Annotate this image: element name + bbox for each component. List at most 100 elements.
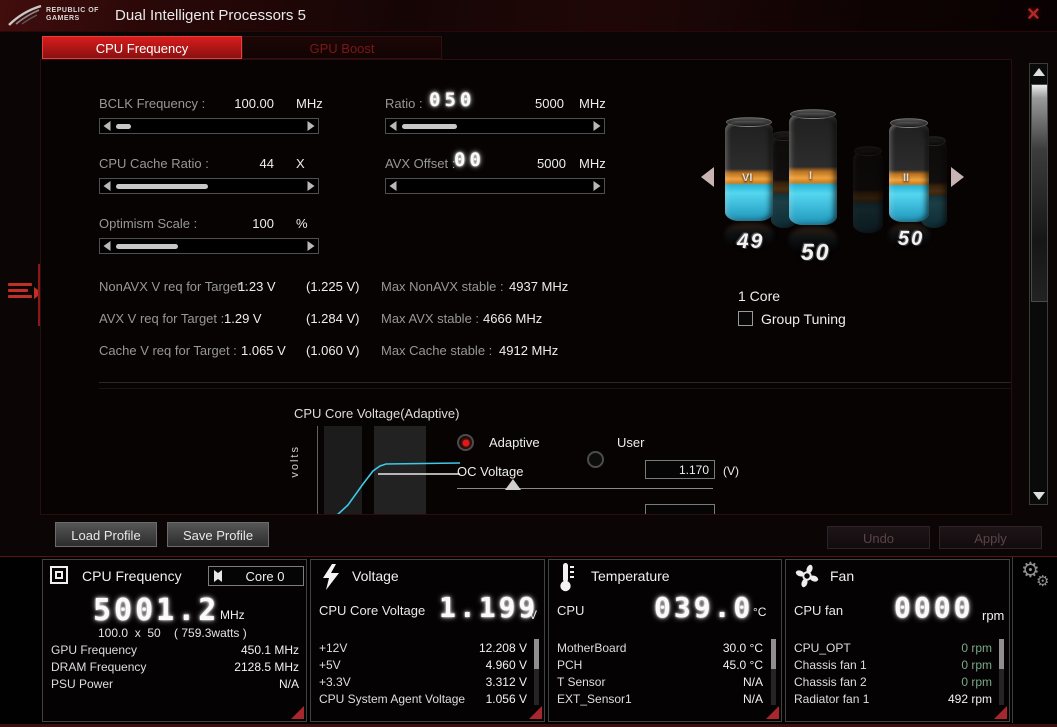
panel-resize-handle[interactable] bbox=[529, 706, 542, 719]
app-title: Dual Intelligent Processors 5 bbox=[115, 7, 306, 24]
ratio-slider-right-arrow-icon[interactable] bbox=[590, 119, 604, 133]
avx-offset-slider[interactable] bbox=[385, 178, 605, 194]
panel-resize-handle[interactable] bbox=[291, 706, 304, 719]
avx-slider-right-arrow-icon[interactable] bbox=[590, 179, 604, 193]
ratio-slider[interactable] bbox=[385, 118, 605, 134]
status-row: +5V 4.960 V bbox=[319, 658, 527, 672]
ratio-label: Ratio : bbox=[385, 96, 423, 111]
cpu-chip-icon bbox=[50, 566, 68, 584]
panel-resize-handle[interactable] bbox=[766, 706, 779, 719]
avx-slider-left-arrow-icon[interactable] bbox=[386, 179, 400, 193]
ratio-slider-left-arrow-icon[interactable] bbox=[386, 119, 400, 133]
max-cache-label: Max Cache stable : bbox=[381, 343, 493, 358]
max-cache-value: 4912 MHz bbox=[499, 343, 559, 358]
status-row: EXT_Sensor1 N/A bbox=[557, 692, 763, 706]
oc-voltage-slider-rail[interactable] bbox=[457, 488, 713, 489]
panel-mini-scrollbar[interactable] bbox=[999, 639, 1004, 705]
scroll-down-icon[interactable] bbox=[1030, 488, 1047, 504]
core-freq-label: 50 bbox=[801, 239, 831, 265]
apply-button[interactable]: Apply bbox=[939, 526, 1042, 549]
voltage-unit: V bbox=[529, 608, 538, 622]
group-tuning-checkbox[interactable] bbox=[738, 311, 753, 326]
save-profile-button[interactable]: Save Profile bbox=[167, 522, 269, 547]
cache-req-alt-value: (1.060 V) bbox=[306, 343, 360, 358]
tab-gpu-boost[interactable]: GPU Boost bbox=[242, 36, 442, 59]
scroll-up-icon[interactable] bbox=[1030, 64, 1047, 80]
bclk-slider-left-arrow-icon[interactable] bbox=[100, 119, 114, 133]
bclk-slider-right-arrow-icon[interactable] bbox=[304, 119, 318, 133]
panel-mini-scrollbar[interactable] bbox=[534, 639, 539, 705]
oc-voltage-input[interactable] bbox=[645, 460, 715, 479]
statusbar-right-divider bbox=[1012, 557, 1013, 723]
avx-slider-track[interactable] bbox=[400, 179, 590, 193]
vcore-section-title: CPU Core Voltage(Adaptive) bbox=[294, 406, 460, 421]
bclk-slider[interactable] bbox=[99, 118, 319, 134]
optimism-slider-track[interactable] bbox=[114, 239, 304, 253]
cores-prev-arrow-icon[interactable] bbox=[701, 167, 714, 187]
user-radio-label: User bbox=[617, 435, 645, 450]
bclk-value: 100.00 bbox=[234, 96, 274, 111]
bclk-slider-track[interactable] bbox=[114, 119, 304, 133]
tab-cpu-frequency[interactable]: CPU Frequency bbox=[42, 36, 242, 59]
status-row: MotherBoard 30.0 °C bbox=[557, 641, 763, 655]
settings-gear-small-icon[interactable]: ⚙ bbox=[1036, 573, 1050, 590]
core-cylinder-3[interactable] bbox=[889, 118, 929, 222]
core-next-icon[interactable] bbox=[209, 570, 227, 582]
offset-voltage-input[interactable] bbox=[645, 504, 715, 514]
ratio-digits: 050 bbox=[429, 89, 476, 111]
core-tag: VI bbox=[742, 172, 753, 184]
oc-voltage-label: OC Voltage bbox=[457, 464, 524, 479]
optimism-slider-left-arrow-icon[interactable] bbox=[100, 239, 114, 253]
cylinder-reflection bbox=[889, 224, 929, 248]
user-radio[interactable] bbox=[587, 451, 604, 468]
avx-offset-digits: 00 bbox=[454, 149, 485, 171]
optimism-slider[interactable] bbox=[99, 238, 319, 254]
fan-icon bbox=[795, 564, 819, 588]
core-cylinder-2[interactable] bbox=[789, 109, 837, 225]
cache-slider-left-arrow-icon[interactable] bbox=[100, 179, 114, 193]
cache-ratio-label: CPU Cache Ratio : bbox=[99, 156, 209, 171]
scrollbar-thumb[interactable] bbox=[1031, 84, 1048, 302]
close-icon[interactable]: × bbox=[1027, 1, 1040, 26]
panel-resize-handle[interactable] bbox=[994, 706, 1007, 719]
cache-slider-track[interactable] bbox=[114, 179, 304, 193]
cores-next-arrow-icon[interactable] bbox=[951, 167, 964, 187]
oc-voltage-unit: (V) bbox=[723, 464, 739, 478]
settings-gear-icon[interactable]: ⚙ bbox=[1021, 559, 1040, 582]
optimism-slider-right-arrow-icon[interactable] bbox=[304, 239, 318, 253]
optimism-label: Optimism Scale : bbox=[99, 216, 198, 231]
status-row: +12V 12.208 V bbox=[319, 641, 527, 655]
status-panel-voltage: Voltage CPU Core Voltage 1.199 V +12V 12.… bbox=[310, 559, 545, 722]
core-cylinder-ghost bbox=[853, 146, 883, 233]
core-selector-value: Core 0 bbox=[245, 568, 285, 584]
cache-slider-right-arrow-icon[interactable] bbox=[304, 179, 318, 193]
main-scrollbar[interactable] bbox=[1029, 63, 1048, 505]
undo-button[interactable]: Undo bbox=[827, 526, 930, 549]
side-menu-icon[interactable] bbox=[8, 283, 42, 301]
side-menu-indicator bbox=[38, 264, 40, 326]
cpu-frequency-panel: BCLK Frequency : 100.00 MHz CPU Cache Ra… bbox=[40, 59, 1012, 515]
core-cylinder-1[interactable] bbox=[725, 117, 773, 221]
status-row: PSU Power N/A bbox=[51, 677, 299, 691]
status-panel-temperature: Temperature CPU 039.0 °C MotherBoard 30.0… bbox=[548, 559, 782, 722]
cache-ratio-value: 44 bbox=[259, 156, 274, 171]
status-row: CPU System Agent Voltage 1.056 V bbox=[319, 692, 527, 706]
panel-mini-scrollbar[interactable] bbox=[771, 639, 776, 705]
core-selector[interactable]: Core 0 bbox=[208, 566, 304, 586]
ratio-slider-track[interactable] bbox=[400, 119, 590, 133]
cpu-core-voltage-readout: 1.199 bbox=[439, 591, 539, 624]
adaptive-radio[interactable] bbox=[457, 434, 474, 451]
panel-title: Temperature bbox=[591, 568, 670, 584]
avx-req-value: 1.29 V bbox=[224, 311, 262, 326]
cache-ratio-unit: X bbox=[296, 156, 305, 171]
oc-voltage-slider-handle[interactable] bbox=[505, 479, 521, 490]
status-row: DRAM Frequency 2128.5 MHz bbox=[51, 660, 299, 674]
core-selection-label: 1 Core bbox=[738, 288, 781, 304]
load-profile-button[interactable]: Load Profile bbox=[55, 522, 157, 547]
adaptive-radio-label: Adaptive bbox=[489, 435, 540, 450]
nonavx-req-row: NonAVX V req for Target : 1.23 V (1.225 … bbox=[41, 279, 1011, 295]
status-row: T Sensor N/A bbox=[557, 675, 763, 689]
cache-ratio-slider[interactable] bbox=[99, 178, 319, 194]
